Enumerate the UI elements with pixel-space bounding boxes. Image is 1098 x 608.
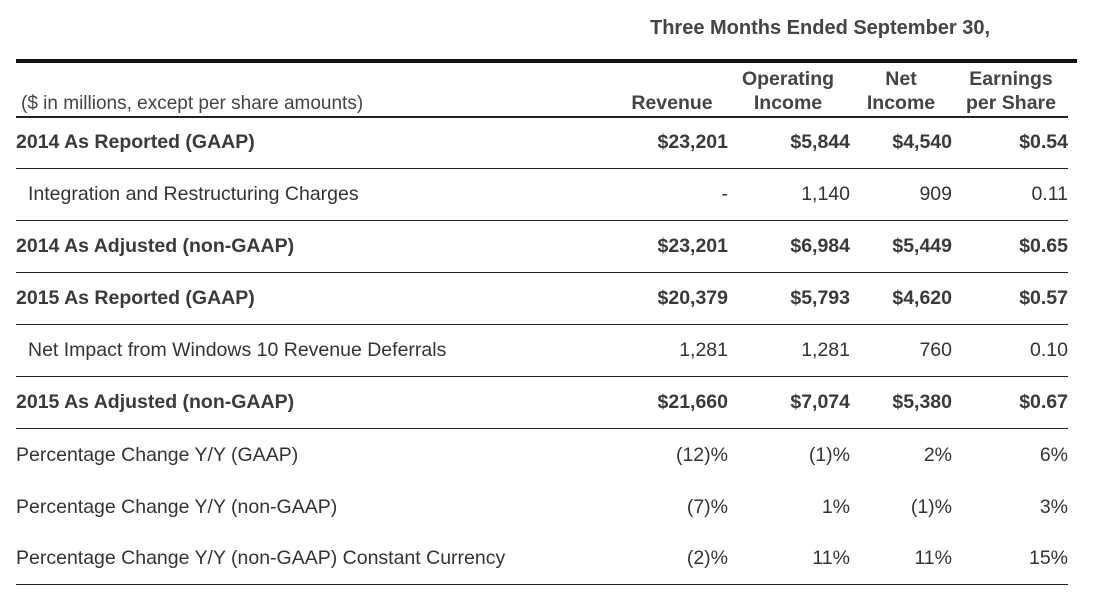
revenue-cell: $23,201 xyxy=(657,131,729,153)
eps-cell: $0.65 xyxy=(1019,235,1068,257)
revenue-cell: 1,281 xyxy=(679,339,728,361)
table-row: 2015 As Adjusted (non-GAAP) $21,660 $7,0… xyxy=(16,377,1068,429)
revenue-cell: $23,201 xyxy=(657,235,729,257)
row-label: Percentage Change Y/Y (GAAP) xyxy=(16,443,299,466)
column-header-operating-income: Operating Income xyxy=(741,68,835,114)
column-header-eps: Earnings per Share xyxy=(966,68,1056,114)
row-label: Net Impact from Windows 10 Revenue Defer… xyxy=(28,339,447,361)
operating-income-cell: 1,140 xyxy=(801,183,850,205)
eps-cell: 3% xyxy=(1039,495,1068,518)
revenue-cell: (2)% xyxy=(686,547,728,569)
net-income-cell: (1)% xyxy=(910,495,952,518)
operating-income-cell: $5,844 xyxy=(790,131,850,153)
eps-cell: 0.11 xyxy=(1031,183,1068,205)
eps-cell: $0.54 xyxy=(1019,131,1068,153)
revenue-cell: - xyxy=(721,183,729,205)
row-label: Percentage Change Y/Y (non-GAAP) Constan… xyxy=(16,547,506,569)
operating-income-cell: 1% xyxy=(821,495,850,518)
net-income-cell: $4,620 xyxy=(892,287,952,309)
eps-cell: 15% xyxy=(1028,547,1068,569)
row-label: Percentage Change Y/Y (non-GAAP) xyxy=(16,495,338,518)
table-row: Integration and Restructuring Charges - … xyxy=(16,169,1068,221)
row-label: 2015 As Adjusted (non-GAAP) xyxy=(16,391,295,413)
eps-cell: $0.57 xyxy=(1019,287,1068,309)
table-row: Percentage Change Y/Y (non-GAAP) Constan… xyxy=(16,533,1068,585)
eps-cell: $0.67 xyxy=(1019,391,1068,413)
operating-income-cell: (1)% xyxy=(808,443,850,466)
units-label: ($ in millions, except per share amounts… xyxy=(21,93,364,114)
column-header-revenue: Revenue xyxy=(631,92,713,114)
net-income-cell: $5,449 xyxy=(892,235,952,257)
column-header-rule xyxy=(16,116,1068,118)
row-label: Integration and Restructuring Charges xyxy=(28,183,359,205)
financial-table: 2014 As Reported (GAAP) $23,201 $5,844 $… xyxy=(16,117,1068,585)
column-header-net-income: Net Income xyxy=(866,68,936,114)
net-income-cell: 760 xyxy=(919,339,952,361)
revenue-cell: $21,660 xyxy=(657,391,729,413)
net-income-cell: 2% xyxy=(923,443,952,466)
revenue-cell: (7)% xyxy=(686,495,728,518)
eps-cell: 6% xyxy=(1039,443,1068,466)
table-row: Percentage Change Y/Y (GAAP) (12)% (1)% … xyxy=(16,429,1068,481)
net-income-cell: $4,540 xyxy=(892,131,952,153)
column-headers: ($ in millions, except per share amounts… xyxy=(16,66,1068,116)
row-label: 2014 As Reported (GAAP) xyxy=(16,131,255,153)
table-row: Net Impact from Windows 10 Revenue Defer… xyxy=(16,325,1068,377)
revenue-cell: $20,379 xyxy=(657,287,729,309)
operating-income-cell: $6,984 xyxy=(790,235,850,257)
revenue-cell: (12)% xyxy=(675,443,728,466)
table-row: 2014 As Reported (GAAP) $23,201 $5,844 $… xyxy=(16,117,1068,169)
operating-income-cell: $7,074 xyxy=(790,391,850,413)
table-row: 2015 As Reported (GAAP) $20,379 $5,793 $… xyxy=(16,273,1068,325)
net-income-cell: 11% xyxy=(914,547,952,569)
eps-cell: 0.10 xyxy=(1030,339,1068,361)
table-row: 2014 As Adjusted (non-GAAP) $23,201 $6,9… xyxy=(16,221,1068,273)
operating-income-cell: $5,793 xyxy=(790,287,850,309)
operating-income-cell: 11% xyxy=(812,547,850,569)
operating-income-cell: 1,281 xyxy=(801,339,850,361)
row-label: 2015 As Reported (GAAP) xyxy=(16,287,255,309)
period-header: Three Months Ended September 30, xyxy=(650,17,991,39)
net-income-cell: 909 xyxy=(919,183,952,205)
table-row: Percentage Change Y/Y (non-GAAP) (7)% 1%… xyxy=(16,481,1068,533)
net-income-cell: $5,380 xyxy=(892,391,952,413)
header-rule xyxy=(16,59,1077,63)
row-label: 2014 As Adjusted (non-GAAP) xyxy=(16,235,295,257)
